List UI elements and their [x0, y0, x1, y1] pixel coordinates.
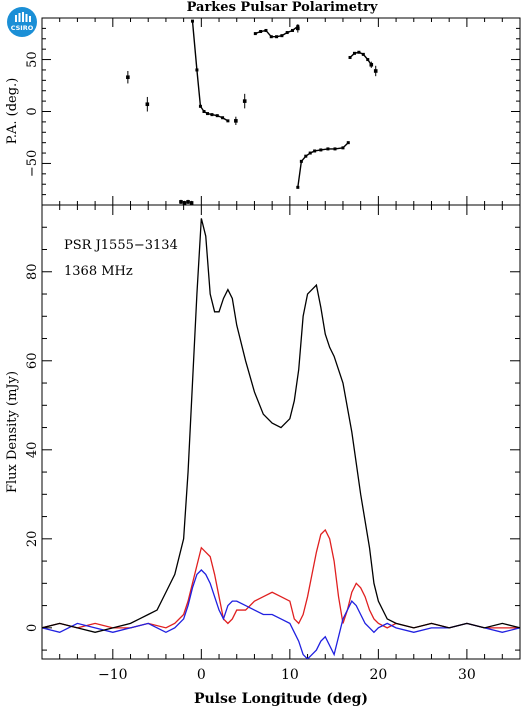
pa-point [126, 75, 130, 80]
flux-ytick-label: 80 [25, 263, 40, 280]
pa-ticks [41, 18, 521, 205]
pa-segment-point [313, 149, 317, 153]
pa-segment-point [333, 147, 337, 151]
pa-point [145, 102, 150, 107]
pa-point [182, 201, 187, 205]
flux-ticks [41, 205, 521, 659]
pa-segment-point [264, 28, 268, 32]
pa-point [296, 26, 300, 31]
flux-xtick-label: 20 [369, 667, 387, 683]
pa-panel-title: Parkes Pulsar Polarimetry [187, 0, 378, 15]
flux-xtick-label: 0 [197, 667, 206, 683]
pa-segment-point [280, 34, 284, 38]
flux-xtick-label: 10 [281, 667, 299, 683]
pa-segment-point [226, 119, 230, 123]
pa-segment-point [348, 55, 352, 59]
csiro-logo-text: CSIRO [11, 24, 34, 32]
pa-segment-point [221, 116, 225, 120]
flux-xtick-label: −10 [98, 667, 128, 683]
circular-polarization-line [42, 569, 520, 659]
pa-segment-point [275, 35, 279, 39]
pa-segment-point [326, 147, 330, 151]
pa-point [186, 200, 190, 204]
total-intensity-line [42, 218, 520, 633]
pa-segment-point [195, 68, 199, 72]
frequency-annotation: 1368 MHz [64, 264, 133, 279]
pa-ylabel: P.A. (deg.) [5, 78, 20, 145]
pa-ytick-label: 0 [25, 107, 40, 115]
pa-segment-point [366, 58, 370, 62]
pa-ytick-label: 50 [25, 51, 40, 68]
pa-segment-point [269, 35, 273, 39]
flux-ytick-label: 60 [25, 353, 40, 370]
flux-series [42, 218, 520, 659]
pa-segment-point [215, 114, 219, 118]
pa-segment-line [297, 142, 349, 188]
pa-segment-point [253, 32, 257, 36]
pa-segment-point [319, 148, 323, 152]
flux-xlabel: Pulse Longitude (deg) [194, 691, 368, 707]
pa-segment-point [259, 30, 263, 34]
pa-ytick-labels: 50 0 −50 [25, 51, 40, 177]
pa-point [189, 201, 194, 205]
pa-ytick-label: −50 [25, 150, 40, 177]
pa-panel-frame [41, 17, 521, 206]
pa-segment-point [285, 31, 289, 35]
pa-connected-segments [190, 19, 373, 189]
pa-point [373, 69, 378, 73]
pa-segment-point [206, 112, 210, 116]
pa-point [234, 119, 238, 123]
flux-panel-frame [41, 204, 521, 660]
pa-segment-point [202, 110, 206, 113]
flux-xtick-label: 30 [458, 667, 476, 683]
pa-panel: Parkes Pulsar Polarimetry 50 0 −50 P.A. (d… [5, 0, 521, 206]
pa-segment-point [357, 50, 361, 54]
pa-segment-point [361, 52, 365, 56]
flux-xtick-labels: −10 0 10 20 30 [98, 667, 476, 683]
pa-segment-point [296, 185, 300, 189]
pa-point [179, 200, 183, 204]
psr-name-annotation: PSR J1555−3134 [64, 238, 178, 253]
pa-segment-point [210, 113, 214, 117]
pa-segment-point [304, 154, 308, 158]
pa-segment-point [352, 51, 356, 55]
linear-polarization-line [42, 528, 520, 629]
flux-ytick-label: 40 [25, 442, 40, 459]
pa-segment-point [198, 104, 202, 108]
pa-segment-point [299, 159, 303, 163]
pa-segment-point [190, 19, 194, 23]
flux-ytick-labels: 0 20 40 60 80 [25, 263, 40, 631]
pa-segment-point [341, 146, 345, 150]
flux-ytick-label: 0 [25, 624, 40, 632]
pa-point [369, 62, 374, 67]
csiro-logo: CSIRO [7, 7, 37, 37]
pa-segment-point [346, 141, 350, 145]
pa-segment-point [308, 151, 312, 155]
pa-points [126, 24, 378, 205]
pa-point [242, 99, 247, 103]
flux-ytick-label: 20 [25, 531, 40, 548]
flux-ylabel: Flux Density (mJy) [5, 371, 20, 493]
csiro-logo-bars-icon [15, 12, 31, 22]
pa-segment-point [291, 28, 295, 32]
